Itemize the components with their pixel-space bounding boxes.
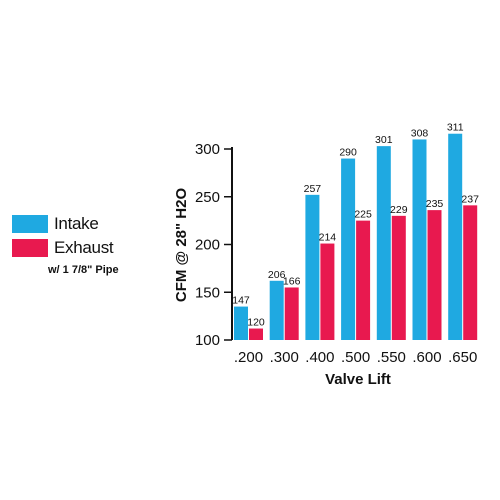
x-tick-label: .600 bbox=[412, 349, 441, 366]
data-label-intake: 257 bbox=[304, 183, 322, 195]
data-label-exhaust: 229 bbox=[390, 204, 408, 216]
data-label-intake: 308 bbox=[411, 127, 429, 139]
y-tick-label: 200 bbox=[195, 237, 220, 254]
bar-intake bbox=[376, 146, 391, 340]
x-tick-label: .300 bbox=[270, 349, 299, 366]
y-tick-label: 250 bbox=[195, 189, 220, 206]
legend-label-exhaust: Exhaust bbox=[54, 238, 114, 257]
bar-exhaust bbox=[320, 243, 335, 340]
bar-intake bbox=[448, 133, 463, 340]
y-tick-label: 100 bbox=[195, 332, 220, 349]
bar-exhaust bbox=[356, 220, 371, 340]
bar-intake bbox=[234, 306, 248, 340]
x-axis-title: Valve Lift bbox=[325, 371, 391, 388]
data-label-exhaust: 120 bbox=[247, 317, 265, 329]
bar-intake bbox=[412, 139, 427, 340]
x-tick-label: .500 bbox=[341, 349, 370, 366]
data-label-intake: 147 bbox=[232, 295, 250, 307]
exhaust-swatch bbox=[12, 239, 48, 257]
bar-intake bbox=[269, 280, 284, 340]
data-label-intake: 311 bbox=[447, 122, 464, 134]
bar-intake bbox=[341, 158, 356, 340]
data-label-exhaust: 225 bbox=[354, 209, 372, 221]
data-label-intake: 290 bbox=[339, 147, 357, 159]
x-tick-label: .550 bbox=[377, 349, 406, 366]
y-axis-title: CFM @ 28" H2O bbox=[173, 188, 190, 303]
legend-item-intake: Intake bbox=[12, 212, 113, 236]
data-label-exhaust: 166 bbox=[283, 275, 301, 287]
legend-note: w/ 1 7/8" Pipe bbox=[48, 264, 119, 276]
y-tick-label: 300 bbox=[195, 141, 220, 158]
bar-exhaust bbox=[427, 210, 442, 340]
y-tick-label: 150 bbox=[195, 284, 220, 301]
bar-exhaust bbox=[391, 215, 406, 340]
legend-label-intake: Intake bbox=[54, 214, 99, 233]
intake-swatch bbox=[12, 215, 48, 233]
bar-exhaust bbox=[284, 287, 299, 340]
data-label-exhaust: 237 bbox=[461, 193, 479, 205]
data-label-exhaust: 214 bbox=[319, 232, 337, 244]
bar-exhaust bbox=[249, 328, 263, 340]
legend-item-exhaust: Exhaust bbox=[12, 236, 114, 260]
data-label-intake: 301 bbox=[375, 134, 393, 146]
x-tick-label: .400 bbox=[305, 349, 334, 366]
x-tick-label: .650 bbox=[448, 349, 477, 366]
x-tick-label: .200 bbox=[234, 349, 263, 366]
data-label-intake: 206 bbox=[268, 269, 286, 281]
data-label-exhaust: 235 bbox=[426, 198, 444, 210]
bar-exhaust bbox=[463, 205, 478, 340]
bar-intake bbox=[305, 194, 320, 340]
legend: Intake Exhaust bbox=[12, 212, 114, 260]
